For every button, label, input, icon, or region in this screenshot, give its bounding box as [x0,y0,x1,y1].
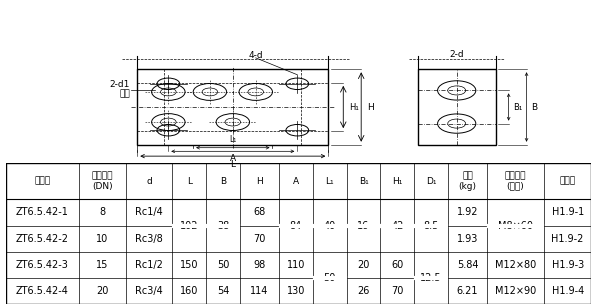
Text: 40: 40 [324,220,336,231]
Text: Rc1/4: Rc1/4 [135,208,163,217]
Text: H₁: H₁ [349,103,359,111]
Text: 8.5: 8.5 [423,220,439,231]
Text: L: L [230,160,235,169]
Text: 54: 54 [217,286,229,296]
Text: 150: 150 [180,260,199,270]
Text: Rc3/8: Rc3/8 [135,234,163,244]
Text: 160: 160 [180,286,198,296]
Text: 114: 114 [250,286,269,296]
Text: 1.92: 1.92 [457,208,478,217]
Text: L₁: L₁ [325,177,334,185]
Text: 68: 68 [253,208,266,217]
Text: 订货号: 订货号 [34,177,50,185]
Text: A: A [293,177,299,185]
Text: ZT6.5.42-3: ZT6.5.42-3 [16,260,69,270]
Text: ZT6.5.42-4: ZT6.5.42-4 [16,286,69,296]
Text: H1.9-2: H1.9-2 [552,234,584,244]
Text: H: H [367,103,374,111]
Text: 8: 8 [99,208,105,217]
Text: M12×90: M12×90 [495,286,536,296]
Text: M12×80: M12×80 [495,260,536,270]
Text: H: H [256,177,263,185]
Text: 70: 70 [391,286,404,296]
Text: 110: 110 [287,260,305,270]
Text: 60: 60 [391,260,404,270]
Text: H1.9-3: H1.9-3 [552,260,584,270]
Text: ZT6.5.42-1: ZT6.5.42-1 [16,208,69,217]
Text: 公称通径
(DN): 公称通径 (DN) [91,171,113,191]
Text: 通孔: 通孔 [119,89,130,98]
Text: B₁: B₁ [359,177,368,185]
Text: 20: 20 [358,260,370,270]
Text: 50: 50 [324,273,336,283]
Text: 98: 98 [253,260,266,270]
Text: 12.5: 12.5 [420,273,442,283]
Text: 重量
(kg): 重量 (kg) [458,171,476,191]
Text: 50: 50 [217,260,229,270]
Text: 102: 102 [180,220,199,231]
Text: B: B [531,103,537,111]
Text: 16: 16 [358,220,370,231]
Text: B: B [220,177,226,185]
Text: 20: 20 [96,286,109,296]
Text: D₁: D₁ [426,177,436,185]
Text: L₁: L₁ [229,135,236,144]
Text: 10: 10 [96,234,108,244]
Text: 70: 70 [253,234,266,244]
Text: B₁: B₁ [513,103,522,111]
Bar [137,69,328,145]
Text: 6.21: 6.21 [457,286,478,296]
Text: Rc1/2: Rc1/2 [135,260,163,270]
Text: 15: 15 [96,260,109,270]
Text: 2-d1: 2-d1 [110,80,130,89]
Text: M8×60: M8×60 [498,220,533,231]
Text: 安装螺栓
(推荐): 安装螺栓 (推荐) [505,171,527,191]
Text: 4-d: 4-d [248,51,263,60]
Text: Rc3/4: Rc3/4 [135,286,163,296]
Text: ZT6.5.42-2: ZT6.5.42-2 [16,234,69,244]
Text: 130: 130 [287,286,305,296]
Text: H1.9-4: H1.9-4 [552,286,584,296]
Text: 42: 42 [391,220,404,231]
Text: L: L [187,177,192,185]
Text: H1.9-1: H1.9-1 [552,208,584,217]
Text: 84: 84 [290,220,302,231]
Text: 38: 38 [217,220,229,231]
Text: 26: 26 [358,286,370,296]
Text: H₁: H₁ [392,177,402,185]
Text: d: d [146,177,152,185]
Text: 5.84: 5.84 [457,260,478,270]
Text: A: A [230,154,236,163]
Text: 1.93: 1.93 [457,234,478,244]
Text: 2-d: 2-d [450,50,464,59]
Text: 对应号: 对应号 [559,177,576,185]
Bar [418,69,496,145]
